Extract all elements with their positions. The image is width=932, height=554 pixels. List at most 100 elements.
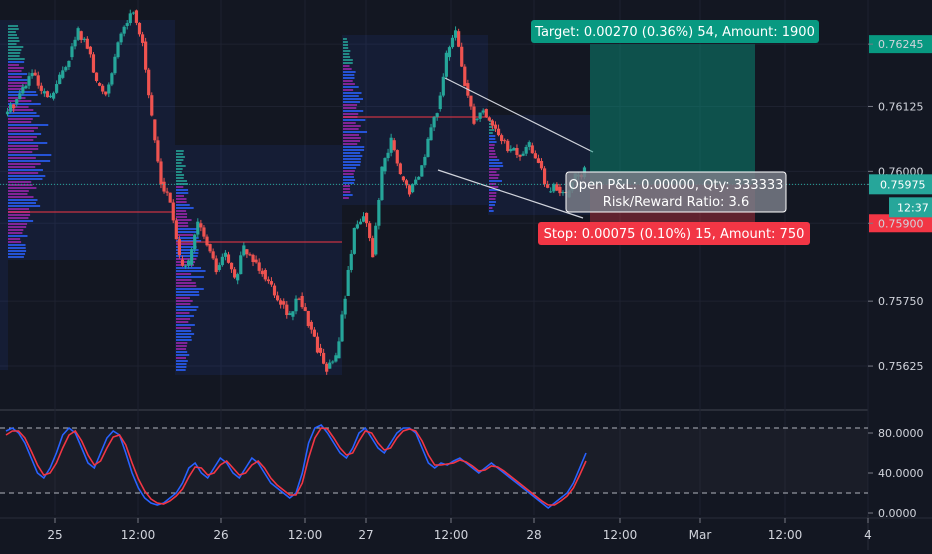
volume-profile-bar bbox=[8, 58, 25, 60]
volume-profile-bar bbox=[8, 145, 39, 147]
volume-profile-bar bbox=[343, 152, 361, 154]
volume-profile-bar bbox=[489, 186, 499, 188]
candle-body bbox=[279, 300, 283, 305]
candle-body bbox=[125, 23, 129, 26]
candle-body bbox=[79, 31, 83, 40]
candle-body bbox=[435, 113, 439, 117]
volume-profile-bar bbox=[489, 129, 495, 131]
volume-profile-bar bbox=[343, 125, 361, 127]
candle-body bbox=[147, 69, 151, 96]
volume-profile-bar bbox=[343, 113, 359, 115]
volume-profile-bar bbox=[343, 191, 351, 193]
volume-profile-bar bbox=[343, 143, 358, 145]
candle-body bbox=[328, 362, 332, 369]
volume-profile-bar bbox=[176, 180, 187, 182]
time-axis[interactable]: 25 12:00 26 12:00 27 12:00 28 12:00 Mar 12:00 4 bbox=[47, 518, 872, 542]
volume-profile-bar bbox=[8, 25, 19, 27]
target-label-group[interactable]: Target: 0.00270 (0.36%) 54, Amount: 1900 bbox=[531, 20, 819, 43]
candle-body bbox=[104, 91, 108, 95]
candle-body bbox=[55, 84, 59, 93]
volume-profile-bar bbox=[343, 128, 359, 130]
last-price-tag[interactable] bbox=[869, 174, 932, 195]
volume-profile-bar bbox=[343, 80, 353, 82]
volume-profile-bar bbox=[8, 166, 36, 168]
candle-body bbox=[91, 54, 96, 73]
volume-profile-bar bbox=[8, 28, 19, 30]
candle-body bbox=[521, 153, 525, 156]
candle-body bbox=[472, 106, 476, 124]
volume-profile-bar bbox=[8, 214, 31, 216]
candle-body bbox=[211, 251, 215, 259]
candle-body bbox=[140, 34, 145, 43]
volume-profile-bar bbox=[8, 40, 20, 42]
volume-profile-bar bbox=[176, 312, 190, 314]
candle-body bbox=[322, 352, 326, 364]
channel-lower[interactable] bbox=[437, 169, 584, 219]
candle-body bbox=[450, 37, 455, 48]
candle-body bbox=[377, 199, 381, 226]
candle-body bbox=[131, 12, 135, 14]
volume-profile-bar bbox=[8, 82, 28, 84]
volume-profile-bar bbox=[8, 97, 26, 99]
volume-profile-bar bbox=[176, 213, 188, 215]
volume-profile-bar bbox=[489, 201, 496, 203]
channel-upper[interactable] bbox=[444, 77, 594, 153]
volume-profile-bar bbox=[343, 158, 361, 160]
volume-profile-bar bbox=[489, 192, 497, 194]
time-tick-label: 12:00 bbox=[768, 528, 803, 542]
time-tick-label: 12:00 bbox=[603, 528, 638, 542]
volume-profile-bar bbox=[343, 185, 351, 187]
volume-profile-bar bbox=[176, 168, 183, 170]
volume-profile-bar bbox=[8, 115, 40, 117]
candle-body bbox=[97, 83, 102, 86]
stoch-k-line bbox=[5, 424, 587, 510]
volume-profile-bar bbox=[176, 345, 187, 347]
candle-body bbox=[137, 22, 142, 35]
candle-body bbox=[315, 336, 320, 353]
volume-profile-bar bbox=[176, 321, 189, 323]
volume-profile-bar bbox=[8, 187, 37, 189]
candle-body bbox=[380, 166, 384, 200]
volume-profile-bar bbox=[176, 258, 197, 260]
volume-profile-bar bbox=[343, 149, 365, 151]
volume-profile-bar bbox=[8, 151, 33, 153]
candle-body bbox=[196, 221, 200, 235]
pnl-box[interactable]: Open P&L: 0.00000, Qty: 333333 Risk/Rewa… bbox=[565, 171, 787, 213]
volume-profile-bar bbox=[489, 159, 500, 161]
candle-body bbox=[285, 304, 289, 316]
candle-body bbox=[5, 111, 10, 115]
candle-body bbox=[457, 31, 461, 47]
candle-body bbox=[343, 298, 347, 315]
candle-body bbox=[245, 249, 249, 255]
volume-profile-bar bbox=[176, 327, 191, 329]
candle-body bbox=[248, 254, 252, 256]
stoch-d-line bbox=[5, 427, 587, 506]
price-axis[interactable]: 0.762450.761250.760000.759750.759000.757… bbox=[868, 35, 932, 373]
candle-body bbox=[263, 270, 267, 280]
target-zone[interactable] bbox=[590, 44, 755, 185]
price-tick-label: 0.75750 bbox=[878, 295, 924, 308]
volume-profile-bar bbox=[8, 136, 37, 138]
volume-profile-bar bbox=[343, 176, 354, 178]
volume-profile-bar bbox=[176, 171, 182, 173]
volume-profile-bar bbox=[343, 65, 350, 67]
volume-profile-bar bbox=[8, 163, 41, 165]
candle-body bbox=[414, 179, 418, 185]
candle-body bbox=[18, 93, 22, 100]
volume-profile-bar bbox=[8, 130, 34, 132]
stop-label-group[interactable]: Stop: 0.00075 (0.10%) 15, Amount: 750 bbox=[538, 222, 810, 245]
volume-profile-bar bbox=[8, 235, 28, 237]
candle-body bbox=[318, 347, 323, 353]
volume-profile-bar bbox=[176, 153, 184, 155]
candle-body bbox=[469, 95, 473, 107]
volume-profile-bar bbox=[343, 179, 356, 181]
candle-body bbox=[527, 142, 531, 147]
volume-profile-bar bbox=[8, 160, 51, 162]
volume-profile-bar bbox=[176, 201, 187, 203]
volume-profile-bar bbox=[343, 137, 361, 139]
candle-body bbox=[153, 119, 157, 141]
candle-body bbox=[12, 104, 16, 109]
